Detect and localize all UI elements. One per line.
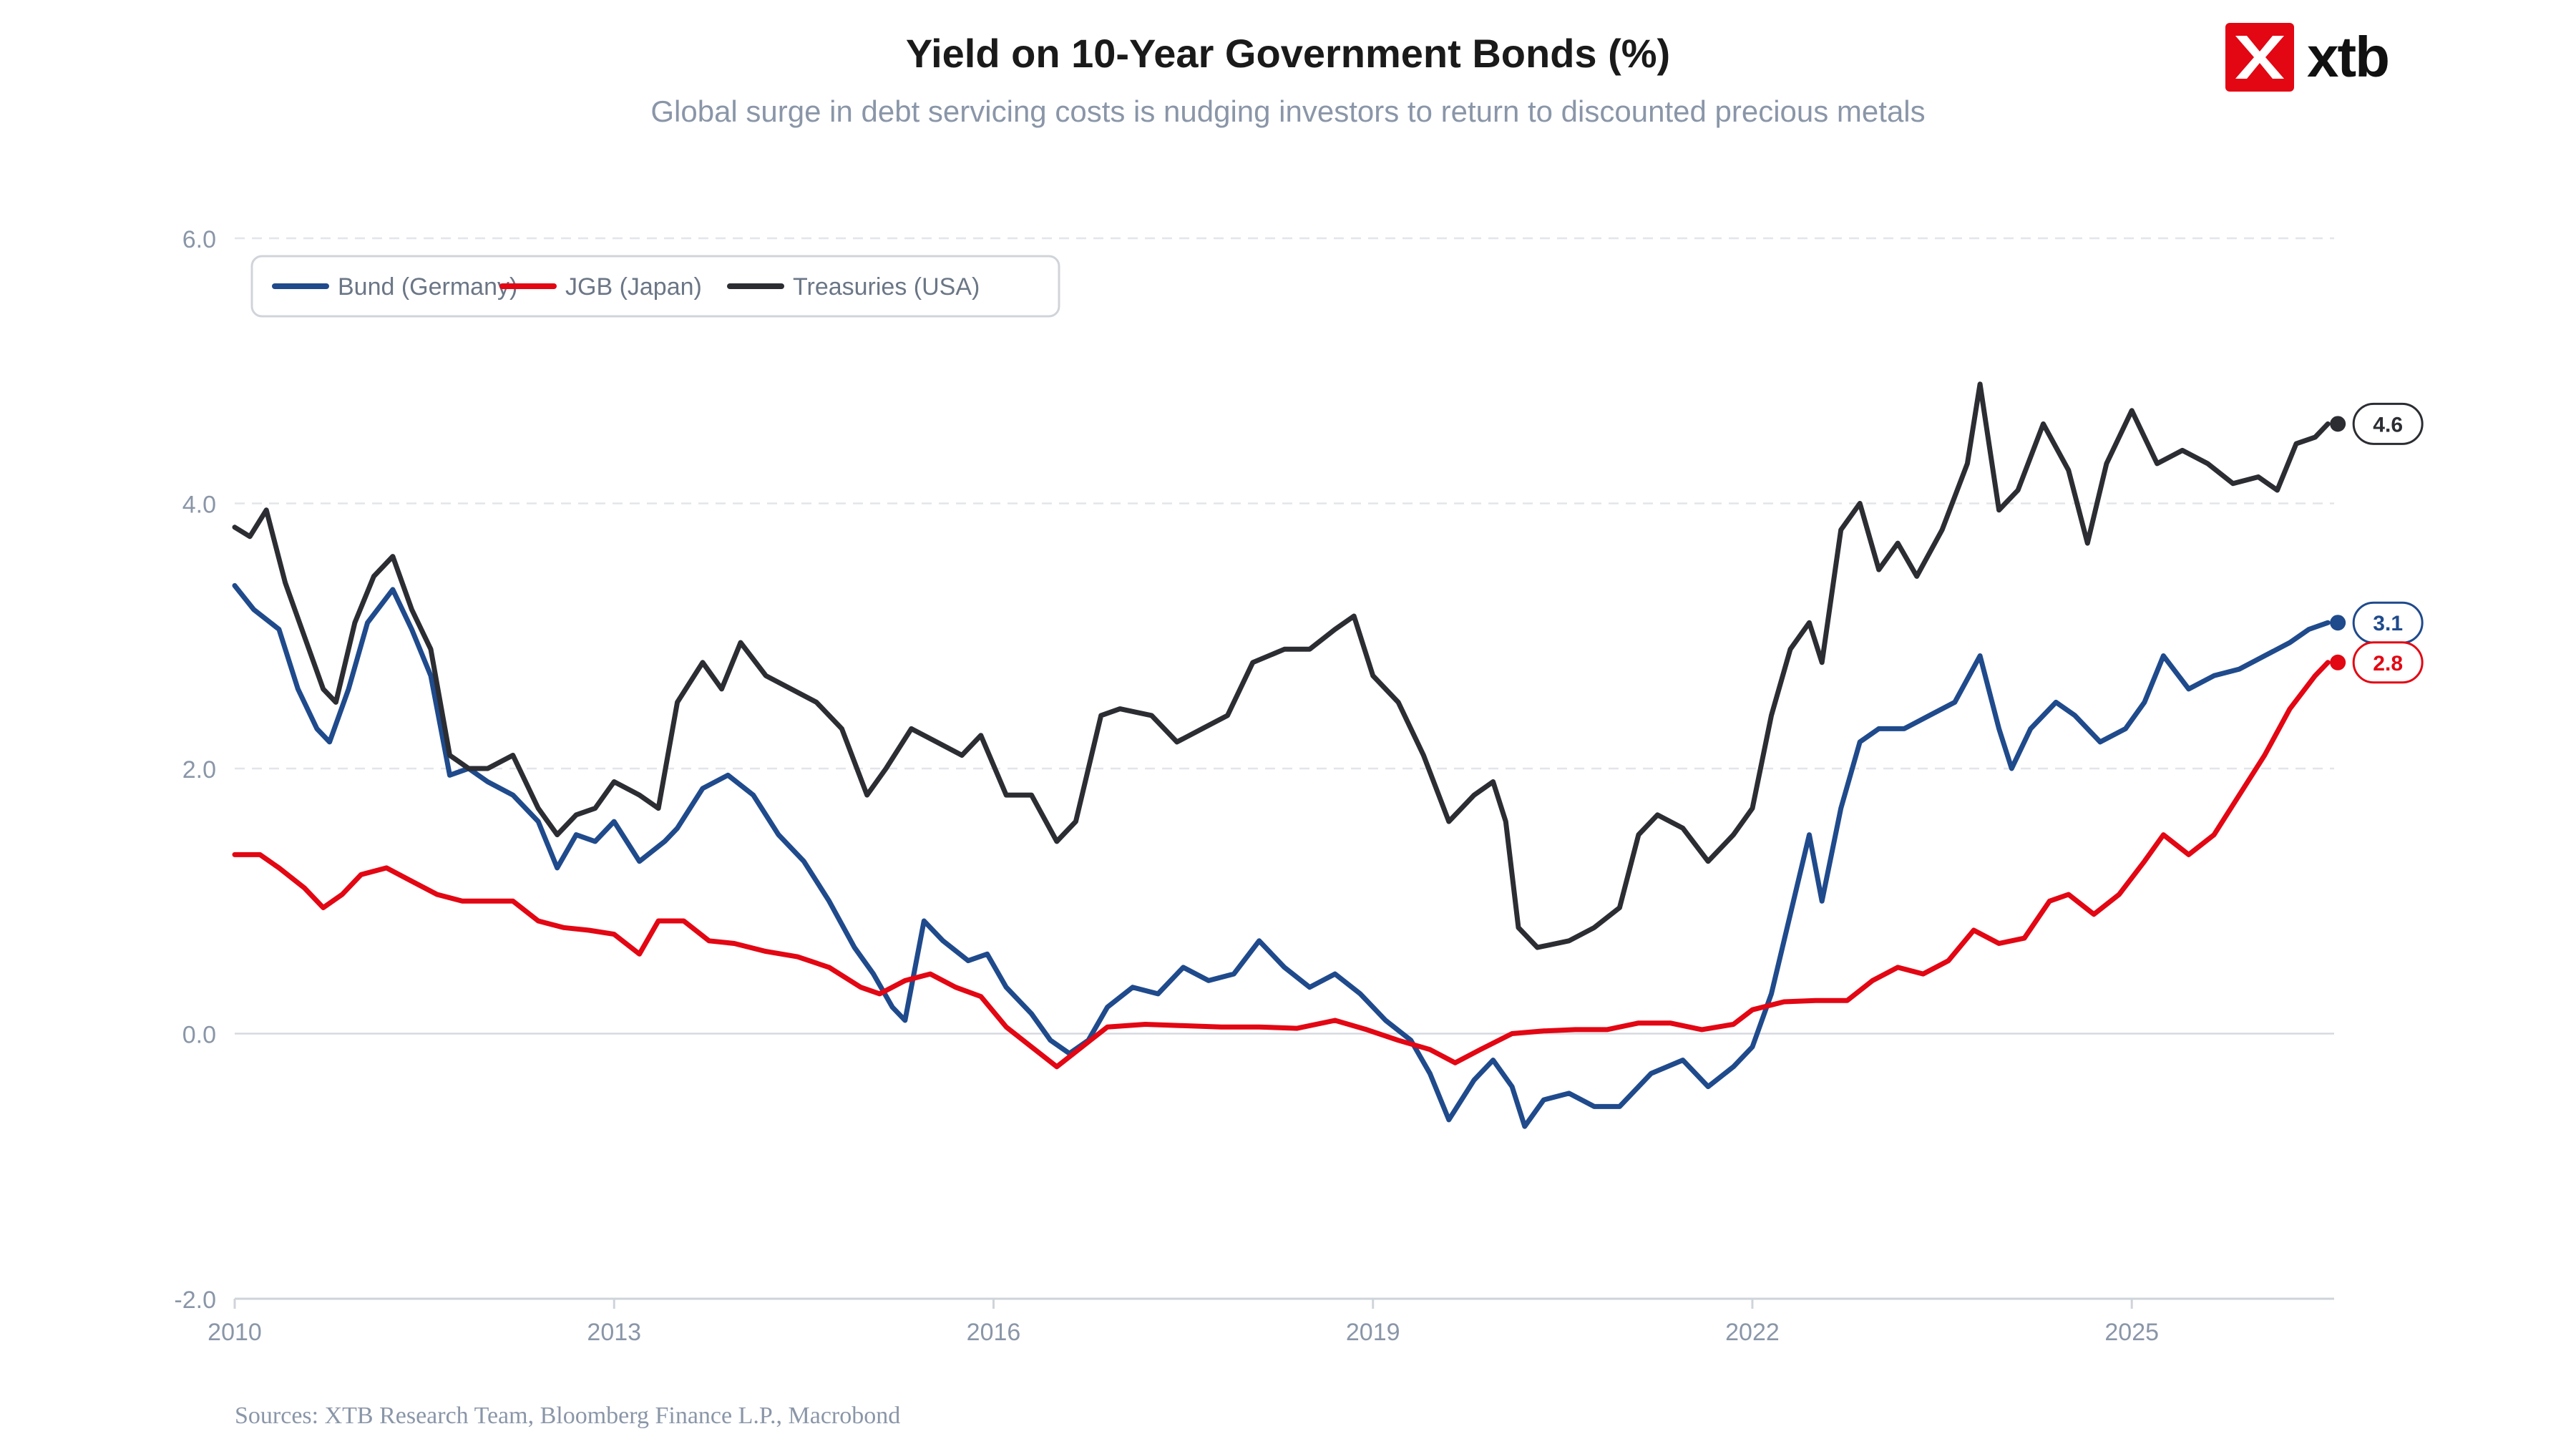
series-line-jgb [232,660,2331,1070]
x-tick-label: 2010 [208,1319,262,1346]
grid [235,237,2334,1035]
legend-label-bund: Bund (Germany) [338,273,517,301]
series-line-treasuries [232,381,2331,950]
y-axis: -2.0 0.0 2.0 4.0 6.0 [174,226,216,1314]
logo-text: xtb [2307,25,2390,89]
series [232,381,2331,1129]
y-tick-label: 2.0 [182,756,216,784]
end-label-box-treasuries [2352,402,2424,445]
end-label-jgb: 2.8 [2373,652,2403,675]
x-tick-label: 2022 [1725,1319,1780,1346]
source-note: Sources: XTB Research Team, Bloomberg Fi… [235,1402,901,1429]
end-labels: 3.1 2.8 4.6 [2330,402,2424,684]
y-tick-label: 4.0 [182,492,216,519]
series-line-bund [232,582,2331,1129]
legend-box [250,255,1060,318]
x-tick-label: 2019 [1346,1319,1400,1346]
end-label-bund: 3.1 [2373,612,2403,635]
x-tick-label: 2016 [967,1319,1021,1346]
brand-logo: xtb [2225,21,2390,93]
y-tick-label: 6.0 [182,226,216,253]
chart-title: Yield on 10-Year Government Bonds (%) [905,31,1671,76]
end-label-treasuries: 4.6 [2373,413,2403,436]
end-point-jgb [2330,654,2346,670]
end-label-box-jgb [2352,641,2424,684]
xtb-logo-icon [2225,23,2294,92]
end-point-treasuries [2330,416,2346,432]
chart-subtitle: Global surge in debt servicing costs is … [650,94,1926,128]
x-tick-label: 2013 [587,1319,641,1346]
x-tick-label: 2025 [2104,1319,2159,1346]
y-tick-label: -2.0 [174,1287,216,1314]
legend: Bund (Germany) JGB (Japan) Treasuries (USA… [250,255,1060,318]
legend-label-treasuries: Treasuries (USA) [793,273,980,301]
legend-label-jgb: JGB (Japan) [565,273,702,301]
y-tick-label: 0.0 [182,1022,216,1049]
x-axis: 2010 2013 2016 2019 2022 2025 [208,1299,2159,1346]
end-point-bund [2330,615,2346,631]
